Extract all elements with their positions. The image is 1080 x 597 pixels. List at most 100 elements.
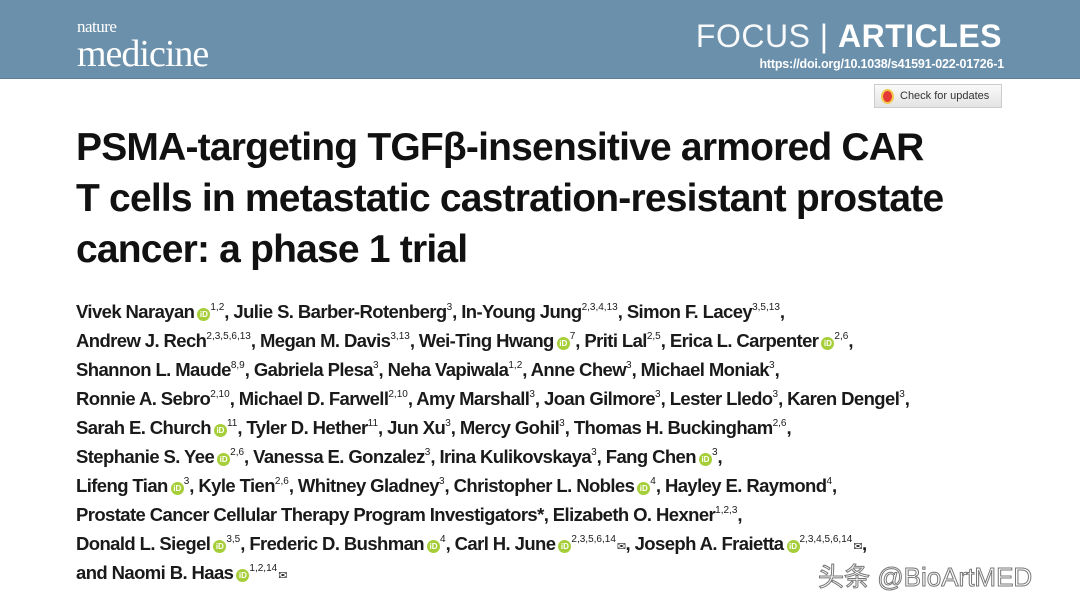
author[interactable]: Vanessa E. Gonzalez3 <box>253 446 430 467</box>
author-name[interactable]: Elizabeth O. Hexner <box>552 504 716 525</box>
author[interactable]: Gabriela Plesa3 <box>254 359 379 380</box>
author[interactable]: Jun Xu3 <box>387 417 451 438</box>
author[interactable]: Anne Chew3 <box>531 359 632 380</box>
author[interactable]: Wei-Ting Hwang iD7 <box>419 330 575 351</box>
orcid-icon[interactable]: iD <box>236 569 250 582</box>
author-name[interactable]: Christopher L. Nobles <box>453 475 635 496</box>
author[interactable]: Irina Kulikovskaya3 <box>439 446 596 467</box>
author[interactable]: Lester Lledo3 <box>670 388 778 409</box>
author-name[interactable]: Mercy Gohil <box>459 417 560 438</box>
author[interactable]: Neha Vapiwala1,2 <box>388 359 523 380</box>
author-name[interactable]: Neha Vapiwala <box>387 359 509 380</box>
orcid-icon[interactable]: iD <box>170 482 184 495</box>
author[interactable]: In-Young Jung2,3,4,13 <box>461 301 617 322</box>
author[interactable]: Simon F. Lacey3,5,13 <box>627 301 780 322</box>
author-name[interactable]: Prostate Cancer Cellular Therapy Program… <box>76 504 544 525</box>
author-name[interactable]: Megan M. Davis <box>259 330 391 351</box>
author-name[interactable]: Amy Marshall <box>416 388 530 409</box>
author[interactable]: Michael D. Farwell2,10 <box>239 388 408 409</box>
author-name[interactable]: Kyle Tien <box>198 475 275 496</box>
author-name[interactable]: Stephanie S. Yee <box>76 446 215 467</box>
orcid-icon[interactable]: iD <box>821 337 835 350</box>
author-name[interactable]: Karen Dengel <box>787 388 900 409</box>
orcid-icon[interactable]: iD <box>786 540 800 553</box>
author[interactable]: Andrew J. Rech2,3,5,6,13 <box>76 330 251 351</box>
orcid-icon[interactable]: iD <box>556 337 570 350</box>
author-name[interactable]: Priti Lal <box>584 330 647 351</box>
orcid-icon[interactable]: iD <box>427 540 440 553</box>
author[interactable]: Karen Dengel3 <box>787 388 905 409</box>
author-name[interactable]: Michael Moniak <box>640 359 770 380</box>
author-name[interactable]: Andrew J. Rech <box>76 330 207 351</box>
author-name[interactable]: Gabriela Plesa <box>253 359 374 380</box>
author[interactable]: Vivek Narayan iD1,2 <box>76 301 224 322</box>
author[interactable]: Kyle Tien2,6 <box>198 475 288 496</box>
author-name[interactable]: Jun Xu <box>387 417 446 438</box>
author[interactable]: Prostate Cancer Cellular Therapy Program… <box>76 504 544 525</box>
email-icon[interactable]: ✉ <box>278 570 287 582</box>
author-name[interactable]: Joan Gilmore <box>544 388 656 409</box>
author-name[interactable]: Erica L. Carpenter <box>669 330 819 351</box>
author[interactable]: Sarah E. Church iD11 <box>76 417 237 438</box>
author[interactable]: Thomas H. Buckingham2,6 <box>574 417 787 438</box>
orcid-icon[interactable]: iD <box>197 308 211 321</box>
orcid-icon[interactable]: iD <box>217 453 231 466</box>
author-name[interactable]: Vivek Narayan <box>76 301 195 322</box>
author-name[interactable]: In-Young Jung <box>461 301 582 322</box>
author-name[interactable]: Tyler D. Hether <box>246 417 368 438</box>
author-name[interactable]: Carl H. June <box>454 533 556 554</box>
author-name[interactable]: Fang Chen <box>605 446 697 467</box>
author-name[interactable]: Frederic D. Bushman <box>249 533 424 554</box>
orcid-icon[interactable]: iD <box>698 453 712 466</box>
orcid-icon[interactable]: iD <box>558 540 572 553</box>
author[interactable]: Lifeng Tian iD3 <box>76 475 189 496</box>
orcid-icon[interactable]: iD <box>213 540 227 553</box>
author-name[interactable]: Irina Kulikovskaya <box>439 446 592 467</box>
author[interactable]: Frederic D. Bushman iD4 <box>249 533 445 554</box>
email-icon[interactable]: ✉ <box>853 541 862 553</box>
author-name[interactable]: Donald L. Siegel <box>76 533 211 554</box>
author[interactable]: Stephanie S. Yee iD2,6 <box>76 446 244 467</box>
author[interactable]: Elizabeth O. Hexner1,2,3 <box>553 504 738 525</box>
author[interactable]: Julie S. Barber-Rotenberg3 <box>233 301 452 322</box>
author[interactable]: Tyler D. Hether11 <box>246 417 378 438</box>
author-name[interactable]: Sarah E. Church <box>76 417 212 438</box>
author[interactable]: Erica L. Carpenter iD2,6 <box>670 330 848 351</box>
author-name[interactable]: Wei-Ting Hwang <box>418 330 554 351</box>
author[interactable]: Michael Moniak3 <box>641 359 775 380</box>
author-name[interactable]: Whitney Gladney <box>297 475 440 496</box>
nature-medicine-logo[interactable]: nature medicine <box>77 18 209 73</box>
author-name[interactable]: Lifeng Tian <box>76 475 168 496</box>
author-name[interactable]: Lester Lledo <box>669 388 773 409</box>
author[interactable]: Joseph A. Fraietta iD2,3,4,5,6,14✉ <box>634 533 863 554</box>
author-name[interactable]: Julie S. Barber-Rotenberg <box>233 301 447 322</box>
author-name[interactable]: Michael D. Farwell <box>238 388 389 409</box>
author[interactable]: and Naomi B. Haas iD1,2,14✉ <box>76 562 287 583</box>
author-name[interactable]: Thomas H. Buckingham <box>573 417 773 438</box>
author[interactable]: Fang Chen iD3 <box>606 446 718 467</box>
doi-link[interactable]: https://doi.org/10.1038/s41591-022-01726… <box>759 57 1004 71</box>
author-name[interactable]: Anne Chew <box>530 359 627 380</box>
author[interactable]: Ronnie A. Sebro2,10 <box>76 388 230 409</box>
orcid-icon[interactable]: iD <box>637 482 651 495</box>
author[interactable]: Joan Gilmore3 <box>544 388 661 409</box>
author[interactable]: Shannon L. Maude8,9 <box>76 359 245 380</box>
author[interactable]: Donald L. Siegel iD3,5 <box>76 533 240 554</box>
author[interactable]: Whitney Gladney3 <box>298 475 445 496</box>
check-for-updates-button[interactable]: Check for updates <box>874 84 1002 108</box>
author-name[interactable]: Hayley E. Raymond <box>664 475 827 496</box>
author-name[interactable]: Ronnie A. Sebro <box>76 388 211 409</box>
author-name[interactable]: Shannon L. Maude <box>76 359 231 380</box>
author-name[interactable]: Simon F. Lacey <box>626 301 753 322</box>
author[interactable]: Priti Lal2,5 <box>584 330 660 351</box>
author-name[interactable]: Joseph A. Fraietta <box>634 533 784 554</box>
orcid-icon[interactable]: iD <box>213 424 227 437</box>
author-name[interactable]: Vanessa E. Gonzalez <box>253 446 425 467</box>
author[interactable]: Carl H. June iD2,3,5,6,14✉ <box>455 533 626 554</box>
author[interactable]: Hayley E. Raymond4 <box>665 475 832 496</box>
author[interactable]: Megan M. Davis3,13 <box>260 330 410 351</box>
email-icon[interactable]: ✉ <box>616 541 626 553</box>
author[interactable]: Christopher L. Nobles iD4 <box>454 475 656 496</box>
author-name[interactable]: and Naomi B. Haas <box>76 562 234 583</box>
author[interactable]: Mercy Gohil3 <box>460 417 565 438</box>
